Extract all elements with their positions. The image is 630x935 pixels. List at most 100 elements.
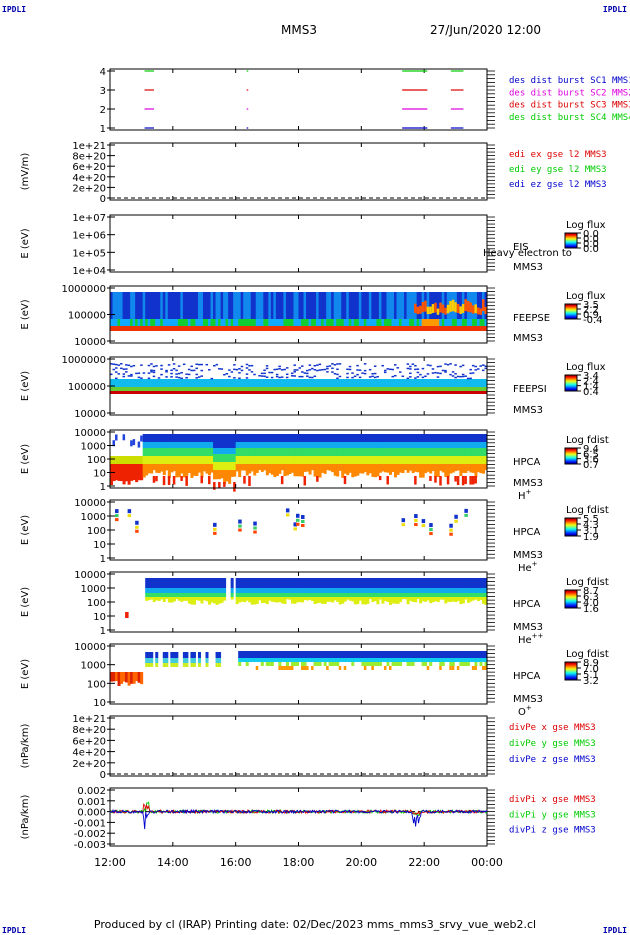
spectro-cell [409, 578, 413, 588]
spectro-cell [424, 379, 428, 387]
spectro-cell [348, 326, 352, 331]
spectro-cell [471, 442, 475, 448]
spectro-cell [298, 391, 302, 394]
spectro-cell [122, 326, 126, 331]
spectro-cell [419, 387, 423, 391]
spectro-cell [160, 593, 164, 597]
spectro-cell [461, 597, 465, 604]
spectro-cell [213, 578, 217, 588]
spectro-cell [431, 391, 435, 394]
spectro-cell [439, 666, 442, 670]
spectro-cell [270, 391, 274, 394]
spectro-cell [248, 364, 251, 367]
spectro-cell [456, 303, 460, 313]
spectro-cell [298, 578, 302, 588]
spectro-cell [280, 658, 284, 662]
spectro-cell [449, 391, 453, 394]
spectro-cell [476, 578, 480, 588]
spectro-cell [112, 391, 116, 394]
spectro-cell [306, 379, 310, 387]
spectro-cell [466, 387, 470, 391]
spectro-cell [190, 379, 194, 387]
spectro-cell [112, 387, 116, 391]
spectro-cell [122, 373, 126, 375]
spectro-cell [110, 379, 114, 387]
spectro-cell [353, 588, 357, 593]
spectro-cell [170, 448, 174, 456]
spectro-cell [331, 319, 335, 326]
spectro-cell [411, 597, 415, 602]
spectro-cell [270, 376, 274, 379]
spectro-cell [451, 448, 455, 456]
instrument-label: FEEPSE [513, 313, 550, 324]
spectro-cell [479, 365, 482, 367]
spectro-cell [175, 387, 179, 391]
spectro-cell [449, 523, 453, 528]
spectro-cell [283, 326, 287, 331]
spectro-cell [265, 442, 269, 448]
spectro-cell [185, 652, 189, 658]
spectro-cell [353, 464, 357, 477]
spectro-cell [228, 462, 232, 470]
spectro-cell [177, 319, 181, 326]
spectro-cell [290, 319, 294, 326]
spectro-cell [451, 434, 455, 442]
spectro-cell [391, 464, 395, 472]
spectro-cell [147, 379, 151, 387]
spectro-cell [421, 524, 426, 528]
spectro-cell [115, 456, 119, 464]
spectro-cell [328, 464, 332, 471]
spectro-cell [311, 391, 315, 394]
spectro-cell [243, 651, 247, 658]
spectro-cell [150, 292, 154, 319]
spectro-cell [210, 597, 214, 603]
spectro-cell [356, 442, 360, 448]
spectro-cell [336, 464, 340, 477]
spectro-cell [130, 292, 134, 319]
spectro-cell [258, 456, 262, 464]
spectro-cell [484, 319, 488, 326]
spectro-cell [165, 448, 169, 456]
spectro-cell [253, 578, 257, 588]
spectro-cell [132, 391, 136, 394]
spectro-cell [255, 464, 259, 473]
spectro-cell [220, 387, 224, 391]
spectro-cell [293, 434, 297, 442]
spectro-cell [416, 371, 420, 374]
spectro-cell [253, 434, 257, 442]
spectro-cell [192, 456, 196, 464]
spectro-cell [275, 442, 279, 448]
spectro-cell [155, 652, 159, 658]
spectro-cell [466, 442, 470, 448]
colorbar-tick-label: 0.0 [583, 234, 599, 245]
spectro-cell [456, 588, 460, 593]
spectro-cell [152, 476, 156, 483]
spectro-cell [182, 363, 186, 366]
spectro-cell [152, 448, 156, 456]
spectro-cell [394, 319, 398, 326]
spectro-cell [145, 597, 149, 601]
spectro-cell [147, 658, 151, 663]
spectro-cell [132, 387, 136, 391]
spectro-cell [416, 597, 420, 600]
spectro-cell [343, 666, 347, 670]
spectro-cell [220, 319, 224, 326]
spectro-cell [444, 578, 448, 588]
spectro-cell [278, 456, 282, 464]
spectro-cell [323, 588, 327, 593]
spectro-cell [479, 464, 483, 474]
spectro-cell [260, 379, 264, 387]
spectro-cell [185, 597, 189, 601]
spectro-cell [172, 326, 176, 331]
y-tick-label: 10 [93, 540, 106, 551]
spectro-cell [368, 434, 372, 442]
spectro-cell [406, 377, 410, 380]
spectro-cell [426, 379, 430, 387]
spectro-cell [421, 651, 425, 658]
spectro-cell [323, 442, 327, 448]
spectro-cell [326, 367, 329, 370]
spectro-cell [220, 462, 224, 470]
spectro-cell [446, 578, 450, 588]
spectro-cell [260, 391, 264, 394]
spectro-cell [446, 651, 450, 658]
